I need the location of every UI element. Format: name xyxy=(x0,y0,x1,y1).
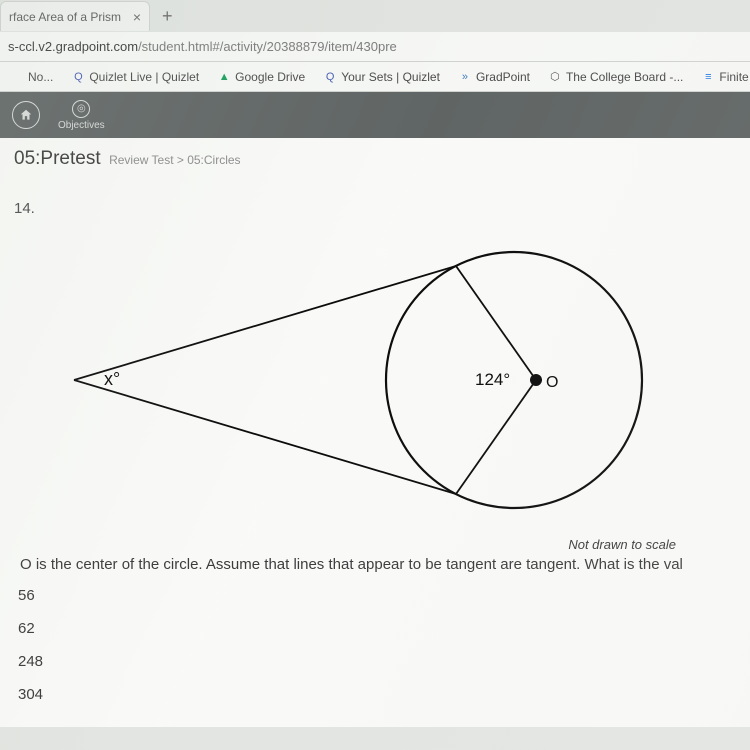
bookmark-item[interactable]: ≡ Finite M xyxy=(695,68,750,86)
bookmark-label: No... xyxy=(28,70,53,84)
answer-option[interactable]: 56 xyxy=(18,587,736,604)
objectives-button[interactable]: ◎ Objectives xyxy=(58,100,105,131)
bookmark-icon: Q xyxy=(323,70,337,84)
home-button[interactable] xyxy=(12,101,40,129)
bookmark-label: Finite M xyxy=(719,70,750,84)
bookmark-item[interactable]: ⬡ The College Board -... xyxy=(542,68,689,86)
tab-title: rface Area of a Prism xyxy=(9,10,121,24)
home-icon xyxy=(19,108,33,122)
bookmark-item[interactable]: » GradPoint xyxy=(452,68,536,86)
breadcrumb: Review Test > 05:Circles xyxy=(109,153,241,167)
svg-text:124°: 124° xyxy=(475,370,510,389)
bookmark-label: GradPoint xyxy=(476,70,530,84)
bookmark-item[interactable]: No... xyxy=(4,68,59,86)
browser-tab-bar: rface Area of a Prism × + xyxy=(0,0,750,32)
svg-text:x°: x° xyxy=(104,369,120,389)
bookmark-item[interactable]: ▲ Google Drive xyxy=(211,68,311,86)
answer-option[interactable]: 248 xyxy=(18,653,736,670)
app-header: ◎ Objectives xyxy=(0,92,750,138)
bookmark-item[interactable]: Q Your Sets | Quizlet xyxy=(317,68,446,86)
bookmark-icon: » xyxy=(458,70,472,84)
bookmark-label: The College Board -... xyxy=(566,70,683,84)
bookmarks-bar: No... Q Quizlet Live | Quizlet ▲ Google Driv… xyxy=(0,62,750,92)
bookmark-label: Your Sets | Quizlet xyxy=(341,70,440,84)
bookmark-label: Google Drive xyxy=(235,70,305,84)
url-path: /student.html#/activity/20388879/item/43… xyxy=(138,39,397,54)
answer-option[interactable]: 62 xyxy=(18,620,736,637)
svg-text:O: O xyxy=(546,374,558,391)
objectives-label: Objectives xyxy=(58,120,105,131)
target-icon: ◎ xyxy=(72,100,90,118)
new-tab-button[interactable]: + xyxy=(162,6,173,27)
browser-tab[interactable]: rface Area of a Prism × xyxy=(0,1,150,31)
bookmark-icon: ≡ xyxy=(701,70,715,84)
geometry-figure: x° 124° O xyxy=(14,225,734,535)
url-host: s-ccl.v2.gradpoint.com xyxy=(8,39,138,54)
answer-list: 56 62 248 304 xyxy=(14,587,736,703)
pretest-header: 05:Pretest Review Test > 05:Circles xyxy=(0,138,750,180)
close-icon[interactable]: × xyxy=(133,9,141,25)
bookmark-icon xyxy=(10,70,24,84)
answer-option[interactable]: 304 xyxy=(18,686,736,703)
bookmark-icon: Q xyxy=(71,70,85,84)
pretest-title: 05:Pretest xyxy=(14,148,101,169)
question-text: O is the center of the circle. Assume th… xyxy=(14,556,736,573)
question-number: 14. xyxy=(14,200,736,217)
not-drawn-label: Not drawn to scale xyxy=(14,537,736,552)
question-panel: 14. x° 124° O Not drawn to scale O is the … xyxy=(0,180,750,727)
bookmark-label: Quizlet Live | Quizlet xyxy=(89,70,199,84)
url-bar[interactable]: s-ccl.v2.gradpoint.com/student.html#/act… xyxy=(0,32,750,62)
bookmark-icon: ⬡ xyxy=(548,70,562,84)
bookmark-icon: ▲ xyxy=(217,70,231,84)
bookmark-item[interactable]: Q Quizlet Live | Quizlet xyxy=(65,68,205,86)
